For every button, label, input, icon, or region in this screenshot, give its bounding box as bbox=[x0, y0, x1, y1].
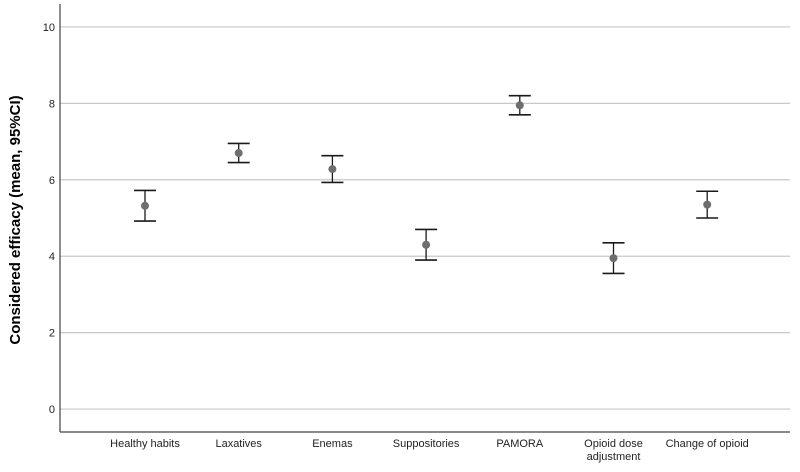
x-tick-label: Laxatives bbox=[215, 438, 262, 450]
x-tick-label: Enemas bbox=[312, 438, 353, 450]
mean-point bbox=[141, 201, 149, 210]
x-tick-label: Suppositories bbox=[393, 438, 460, 450]
mean-point bbox=[328, 165, 337, 174]
error-bar-group bbox=[415, 228, 438, 261]
x-tick-label: adjustment bbox=[587, 451, 641, 463]
x-tick-labels: Healthy habits Laxatives Enemas Suppositori… bbox=[110, 438, 749, 463]
x-tick-label: Healthy habits bbox=[110, 438, 180, 450]
mean-point bbox=[422, 240, 431, 249]
mean-point bbox=[703, 200, 712, 209]
mean-point bbox=[234, 149, 243, 158]
y-axis-title: Considered efficacy (mean, 95%CI) bbox=[7, 95, 24, 344]
axes bbox=[59, 4, 790, 433]
error-bar-group bbox=[227, 142, 250, 164]
error-bar-group bbox=[602, 242, 625, 275]
y-tick-label: 10 bbox=[43, 22, 55, 34]
error-bar-group bbox=[134, 189, 156, 222]
grid-lines bbox=[60, 26, 790, 410]
y-tick-label: 2 bbox=[49, 328, 55, 340]
mean-point bbox=[515, 101, 524, 110]
error-bars bbox=[134, 94, 719, 275]
x-tick-label: Opioid dose bbox=[584, 438, 643, 450]
y-tick-labels: 0 2 4 6 8 10 bbox=[43, 22, 55, 416]
x-tick-label: Change of opioid bbox=[666, 438, 749, 450]
y-tick-label: 6 bbox=[49, 175, 55, 187]
mean-point bbox=[609, 254, 618, 263]
y-tick-label: 0 bbox=[49, 404, 55, 416]
y-tick-label: 4 bbox=[49, 251, 55, 263]
x-tick-label: PAMORA bbox=[496, 438, 544, 450]
error-bar-group bbox=[321, 154, 344, 184]
error-bar-group bbox=[696, 190, 719, 219]
y-tick-label: 8 bbox=[49, 98, 55, 110]
error-bar-group bbox=[508, 94, 531, 116]
